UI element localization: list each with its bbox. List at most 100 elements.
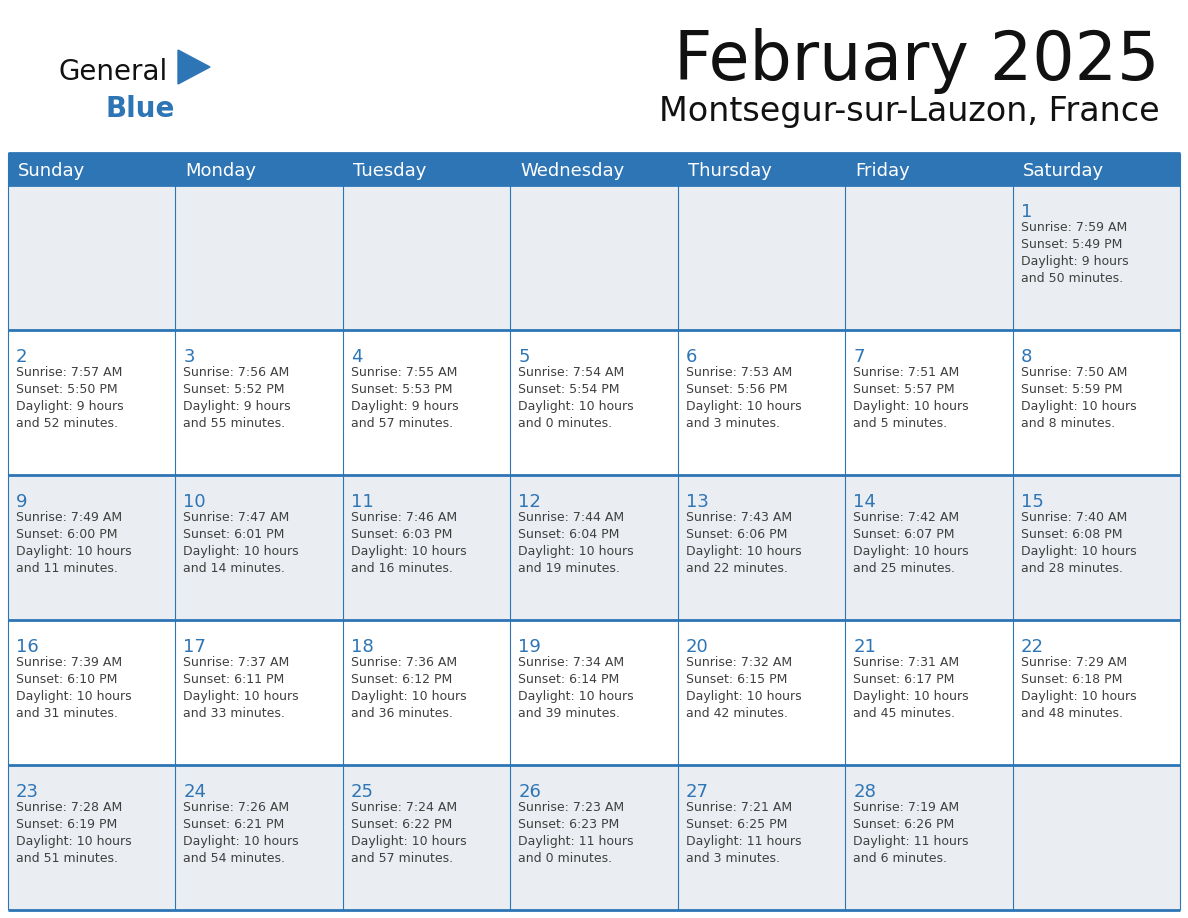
Bar — [1012, 620, 1180, 765]
Bar — [8, 620, 176, 765]
Text: Montsegur-sur-Lauzon, France: Montsegur-sur-Lauzon, France — [659, 95, 1159, 128]
Text: 15: 15 — [1020, 493, 1043, 511]
Text: Saturday: Saturday — [1023, 162, 1104, 180]
Bar — [8, 475, 176, 620]
Text: 17: 17 — [183, 638, 207, 656]
Text: February 2025: February 2025 — [675, 28, 1159, 94]
Text: 2: 2 — [15, 348, 27, 366]
Bar — [511, 765, 677, 910]
Text: Sunrise: 7:50 AM
Sunset: 5:59 PM
Daylight: 10 hours
and 8 minutes.: Sunrise: 7:50 AM Sunset: 5:59 PM Dayligh… — [1020, 366, 1136, 430]
Text: 19: 19 — [518, 638, 542, 656]
Bar — [176, 765, 343, 910]
Text: Sunrise: 7:47 AM
Sunset: 6:01 PM
Daylight: 10 hours
and 14 minutes.: Sunrise: 7:47 AM Sunset: 6:01 PM Dayligh… — [183, 511, 299, 575]
Bar — [176, 620, 343, 765]
Bar — [511, 330, 677, 475]
Text: Thursday: Thursday — [688, 162, 771, 180]
Bar — [8, 185, 176, 330]
Bar — [8, 153, 1180, 185]
Text: Sunrise: 7:26 AM
Sunset: 6:21 PM
Daylight: 10 hours
and 54 minutes.: Sunrise: 7:26 AM Sunset: 6:21 PM Dayligh… — [183, 801, 299, 865]
Text: Wednesday: Wednesday — [520, 162, 625, 180]
Text: Sunrise: 7:51 AM
Sunset: 5:57 PM
Daylight: 10 hours
and 5 minutes.: Sunrise: 7:51 AM Sunset: 5:57 PM Dayligh… — [853, 366, 968, 430]
Bar — [845, 185, 1012, 330]
Bar — [511, 620, 677, 765]
Bar — [1012, 475, 1180, 620]
Text: Sunrise: 7:19 AM
Sunset: 6:26 PM
Daylight: 11 hours
and 6 minutes.: Sunrise: 7:19 AM Sunset: 6:26 PM Dayligh… — [853, 801, 968, 865]
Text: 10: 10 — [183, 493, 206, 511]
Text: 7: 7 — [853, 348, 865, 366]
Text: Sunrise: 7:40 AM
Sunset: 6:08 PM
Daylight: 10 hours
and 28 minutes.: Sunrise: 7:40 AM Sunset: 6:08 PM Dayligh… — [1020, 511, 1136, 575]
Bar — [1012, 330, 1180, 475]
Text: Sunrise: 7:31 AM
Sunset: 6:17 PM
Daylight: 10 hours
and 45 minutes.: Sunrise: 7:31 AM Sunset: 6:17 PM Dayligh… — [853, 656, 968, 720]
Text: 3: 3 — [183, 348, 195, 366]
Bar — [343, 475, 511, 620]
Text: General: General — [58, 58, 168, 86]
Text: Sunrise: 7:29 AM
Sunset: 6:18 PM
Daylight: 10 hours
and 48 minutes.: Sunrise: 7:29 AM Sunset: 6:18 PM Dayligh… — [1020, 656, 1136, 720]
Text: 23: 23 — [15, 783, 39, 801]
Bar — [343, 185, 511, 330]
Text: Sunrise: 7:56 AM
Sunset: 5:52 PM
Daylight: 9 hours
and 55 minutes.: Sunrise: 7:56 AM Sunset: 5:52 PM Dayligh… — [183, 366, 291, 430]
Text: Sunrise: 7:43 AM
Sunset: 6:06 PM
Daylight: 10 hours
and 22 minutes.: Sunrise: 7:43 AM Sunset: 6:06 PM Dayligh… — [685, 511, 802, 575]
Bar — [845, 330, 1012, 475]
Bar — [677, 330, 845, 475]
Bar — [845, 475, 1012, 620]
Text: Sunrise: 7:59 AM
Sunset: 5:49 PM
Daylight: 9 hours
and 50 minutes.: Sunrise: 7:59 AM Sunset: 5:49 PM Dayligh… — [1020, 221, 1129, 285]
Text: 18: 18 — [350, 638, 373, 656]
Bar — [176, 475, 343, 620]
Bar — [845, 620, 1012, 765]
Text: Sunrise: 7:53 AM
Sunset: 5:56 PM
Daylight: 10 hours
and 3 minutes.: Sunrise: 7:53 AM Sunset: 5:56 PM Dayligh… — [685, 366, 802, 430]
Text: 24: 24 — [183, 783, 207, 801]
Text: 21: 21 — [853, 638, 876, 656]
Text: Sunrise: 7:37 AM
Sunset: 6:11 PM
Daylight: 10 hours
and 33 minutes.: Sunrise: 7:37 AM Sunset: 6:11 PM Dayligh… — [183, 656, 299, 720]
Text: 26: 26 — [518, 783, 542, 801]
Bar — [845, 765, 1012, 910]
Text: Sunrise: 7:44 AM
Sunset: 6:04 PM
Daylight: 10 hours
and 19 minutes.: Sunrise: 7:44 AM Sunset: 6:04 PM Dayligh… — [518, 511, 634, 575]
Bar — [677, 475, 845, 620]
Text: 4: 4 — [350, 348, 362, 366]
Bar — [677, 765, 845, 910]
Bar — [511, 185, 677, 330]
Bar — [343, 620, 511, 765]
Text: Sunrise: 7:24 AM
Sunset: 6:22 PM
Daylight: 10 hours
and 57 minutes.: Sunrise: 7:24 AM Sunset: 6:22 PM Dayligh… — [350, 801, 467, 865]
Text: 1: 1 — [1020, 203, 1032, 221]
Text: 14: 14 — [853, 493, 876, 511]
Text: Sunrise: 7:32 AM
Sunset: 6:15 PM
Daylight: 10 hours
and 42 minutes.: Sunrise: 7:32 AM Sunset: 6:15 PM Dayligh… — [685, 656, 802, 720]
Bar — [8, 330, 176, 475]
Text: Sunday: Sunday — [18, 162, 86, 180]
Text: Monday: Monday — [185, 162, 257, 180]
Text: Sunrise: 7:28 AM
Sunset: 6:19 PM
Daylight: 10 hours
and 51 minutes.: Sunrise: 7:28 AM Sunset: 6:19 PM Dayligh… — [15, 801, 132, 865]
Text: Sunrise: 7:21 AM
Sunset: 6:25 PM
Daylight: 11 hours
and 3 minutes.: Sunrise: 7:21 AM Sunset: 6:25 PM Dayligh… — [685, 801, 801, 865]
Bar — [1012, 765, 1180, 910]
Bar — [343, 765, 511, 910]
Text: Blue: Blue — [106, 95, 176, 123]
Bar — [343, 330, 511, 475]
Text: Sunrise: 7:42 AM
Sunset: 6:07 PM
Daylight: 10 hours
and 25 minutes.: Sunrise: 7:42 AM Sunset: 6:07 PM Dayligh… — [853, 511, 968, 575]
Text: 5: 5 — [518, 348, 530, 366]
Bar — [8, 765, 176, 910]
Text: 8: 8 — [1020, 348, 1032, 366]
Text: 16: 16 — [15, 638, 39, 656]
Text: 11: 11 — [350, 493, 373, 511]
Text: 22: 22 — [1020, 638, 1043, 656]
Bar — [176, 185, 343, 330]
Text: Sunrise: 7:39 AM
Sunset: 6:10 PM
Daylight: 10 hours
and 31 minutes.: Sunrise: 7:39 AM Sunset: 6:10 PM Dayligh… — [15, 656, 132, 720]
Text: Sunrise: 7:54 AM
Sunset: 5:54 PM
Daylight: 10 hours
and 0 minutes.: Sunrise: 7:54 AM Sunset: 5:54 PM Dayligh… — [518, 366, 634, 430]
Text: 27: 27 — [685, 783, 709, 801]
Text: 9: 9 — [15, 493, 27, 511]
Polygon shape — [178, 50, 210, 84]
Text: 20: 20 — [685, 638, 708, 656]
Bar — [677, 185, 845, 330]
Text: 13: 13 — [685, 493, 708, 511]
Text: 28: 28 — [853, 783, 876, 801]
Text: Sunrise: 7:34 AM
Sunset: 6:14 PM
Daylight: 10 hours
and 39 minutes.: Sunrise: 7:34 AM Sunset: 6:14 PM Dayligh… — [518, 656, 634, 720]
Text: 12: 12 — [518, 493, 542, 511]
Text: Sunrise: 7:49 AM
Sunset: 6:00 PM
Daylight: 10 hours
and 11 minutes.: Sunrise: 7:49 AM Sunset: 6:00 PM Dayligh… — [15, 511, 132, 575]
Text: Sunrise: 7:46 AM
Sunset: 6:03 PM
Daylight: 10 hours
and 16 minutes.: Sunrise: 7:46 AM Sunset: 6:03 PM Dayligh… — [350, 511, 467, 575]
Text: Sunrise: 7:55 AM
Sunset: 5:53 PM
Daylight: 9 hours
and 57 minutes.: Sunrise: 7:55 AM Sunset: 5:53 PM Dayligh… — [350, 366, 459, 430]
Text: Friday: Friday — [855, 162, 910, 180]
Text: 25: 25 — [350, 783, 374, 801]
Text: Sunrise: 7:23 AM
Sunset: 6:23 PM
Daylight: 11 hours
and 0 minutes.: Sunrise: 7:23 AM Sunset: 6:23 PM Dayligh… — [518, 801, 633, 865]
Bar — [176, 330, 343, 475]
Bar — [1012, 185, 1180, 330]
Bar — [511, 475, 677, 620]
Text: 6: 6 — [685, 348, 697, 366]
